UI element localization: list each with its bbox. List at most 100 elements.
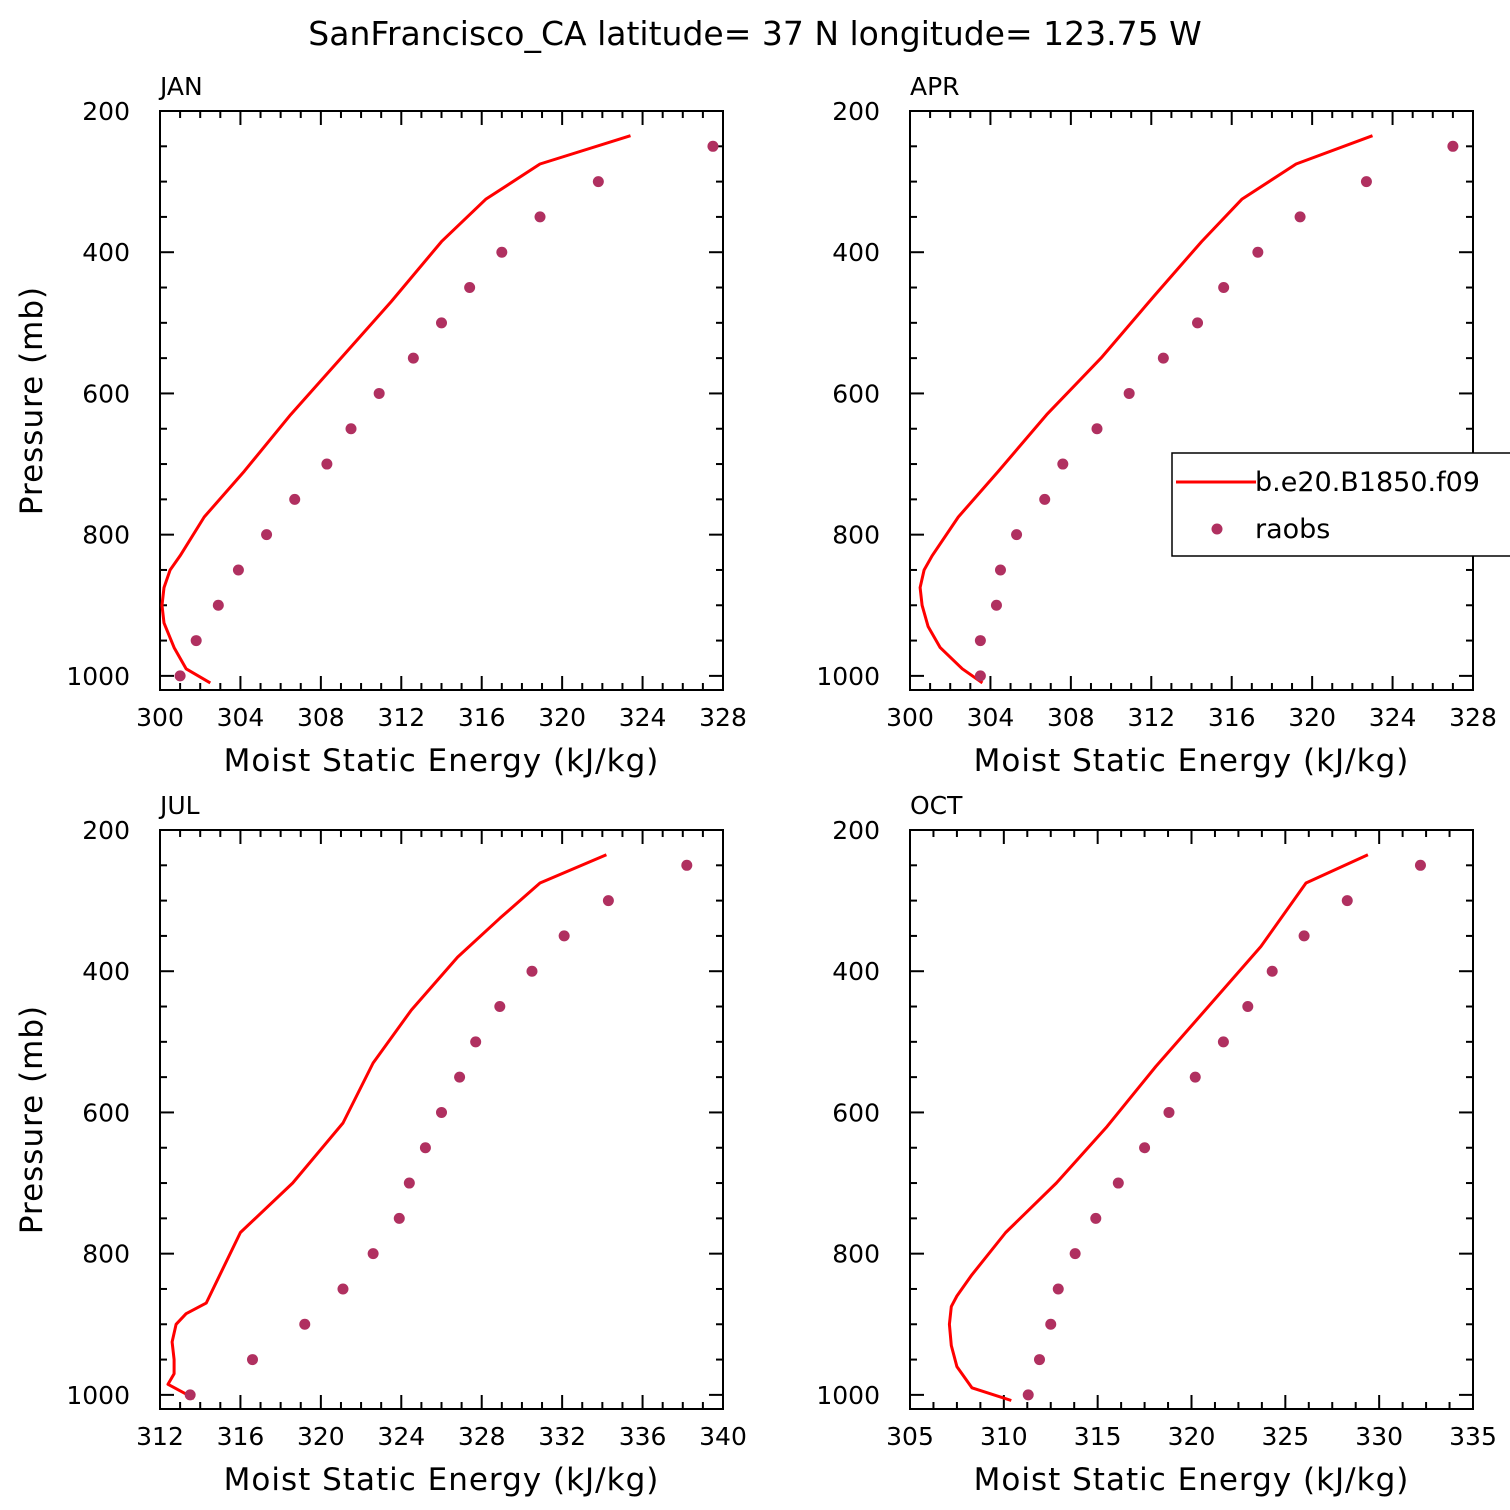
panel-oct: OCT 305 310 315 320 325 330 335 200 400 600 800 1000… (816, 791, 1496, 1498)
y-tick-label-oct: 800 (832, 1240, 880, 1269)
x-tick-label-jul: 324 (377, 1422, 425, 1451)
x-tick-label-jan: 328 (699, 703, 747, 732)
raobs-point-oct (1069, 1248, 1081, 1260)
raobs-point-jan (707, 140, 719, 152)
raobs-point-jul (494, 1001, 506, 1013)
raobs-point-jan (174, 670, 186, 682)
y-tick-label-apr: 1000 (816, 662, 880, 691)
y-tick-label-apr: 800 (832, 521, 880, 550)
x-axis-label-oct: Moist Static Energy (kJ/kg) (974, 1462, 1410, 1498)
raobs-point-oct (1139, 1142, 1151, 1154)
legend-box (1171, 452, 1510, 557)
raobs-point-jul (299, 1318, 311, 1330)
x-tick-label-apr: 320 (1288, 703, 1336, 732)
raobs-point-oct (1414, 859, 1426, 871)
y-tick-label-jan: 200 (82, 97, 130, 126)
legend: b.e20.B1850.f09 raobs (1171, 452, 1510, 557)
raobs-point-jul (184, 1389, 196, 1401)
raobs-point-apr (1192, 317, 1204, 329)
x-tick-label-apr: 308 (1047, 703, 1095, 732)
raobs-point-oct (1052, 1283, 1064, 1295)
y-tick-label-oct: 1000 (816, 1381, 880, 1410)
panel-jul: JUL 312 316 320 324 328 332 336 340 200 400 600 800 1… (14, 791, 747, 1498)
raobs-point-jan (232, 564, 244, 576)
raobs-point-jul (393, 1212, 405, 1224)
panel-label-jan: JAN (158, 72, 203, 101)
y-tick-label-jan: 1000 (66, 662, 130, 691)
raobs-point-jul (558, 930, 570, 942)
raobs-point-jan (345, 423, 357, 435)
x-tick-label-oct: 320 (1168, 1422, 1216, 1451)
x-tick-label-oct: 310 (980, 1422, 1028, 1451)
x-tick-label-jan: 316 (458, 703, 506, 732)
raobs-point-apr (1218, 282, 1230, 294)
series-line-model-oct (947, 853, 1369, 1402)
x-tick-label-jul: 328 (458, 1422, 506, 1451)
x-tick-label-jan: 304 (217, 703, 265, 732)
plot-frame-jul (159, 829, 724, 1410)
raobs-point-oct (1217, 1036, 1229, 1048)
series-line-model-apr (918, 134, 1374, 685)
plot-frame-oct (909, 829, 1474, 1410)
y-tick-label-jan: 400 (82, 238, 130, 267)
x-tick-label-oct: 325 (1261, 1422, 1309, 1451)
raobs-point-apr (1011, 529, 1023, 541)
x-tick-label-jul: 320 (297, 1422, 345, 1451)
raobs-point-oct (1090, 1212, 1102, 1224)
series-line-model-jan (160, 134, 631, 685)
raobs-point-apr (1057, 458, 1069, 470)
x-tick-label-jul: 316 (217, 1422, 265, 1451)
raobs-point-jan (496, 246, 508, 258)
raobs-point-jan (464, 282, 476, 294)
raobs-point-jul (436, 1106, 447, 1118)
y-tick-label-apr: 400 (832, 238, 880, 267)
raobs-point-jan (534, 211, 546, 223)
x-tick-label-oct: 315 (1074, 1422, 1122, 1451)
raobs-point-oct (1163, 1106, 1175, 1118)
panel-apr: APR 300 304 308 312 316 320 324 328 200 400 600 800 1… (816, 72, 1496, 779)
x-axis-label-jan: Moist Static Energy (kJ/kg) (224, 743, 660, 779)
raobs-point-apr (1294, 211, 1306, 223)
x-tick-label-jul: 340 (699, 1422, 747, 1451)
raobs-point-jan (321, 458, 333, 470)
x-tick-label-apr: 312 (1127, 703, 1175, 732)
raobs-point-jan (592, 176, 604, 188)
raobs-point-oct (1022, 1389, 1034, 1401)
y-tick-label-jul: 400 (82, 957, 130, 986)
y-tick-label-jan: 800 (82, 521, 130, 550)
raobs-point-jan (373, 387, 385, 399)
raobs-point-jul (403, 1177, 415, 1189)
x-tick-label-oct: 330 (1355, 1422, 1403, 1451)
raobs-point-apr (1039, 493, 1051, 505)
raobs-point-apr (974, 670, 986, 682)
raobs-point-jul (470, 1036, 482, 1048)
raobs-point-apr (1123, 387, 1135, 399)
x-tick-label-jul: 336 (619, 1422, 667, 1451)
x-tick-label-oct: 335 (1449, 1422, 1497, 1451)
y-tick-label-jul: 1000 (66, 1381, 130, 1410)
raobs-point-apr (990, 599, 1002, 611)
raobs-point-apr (1360, 176, 1372, 188)
x-tick-label-oct: 305 (886, 1422, 934, 1451)
x-tick-label-apr: 328 (1449, 703, 1497, 732)
series-line-model-jul (166, 853, 607, 1400)
y-tick-label-apr: 200 (832, 97, 880, 126)
legend-raobs-label: raobs (1255, 514, 1330, 545)
x-tick-label-jan: 308 (297, 703, 345, 732)
x-tick-label-apr: 324 (1369, 703, 1417, 732)
raobs-point-apr (974, 635, 986, 647)
panel-label-oct: OCT (910, 791, 963, 820)
raobs-point-apr (1447, 140, 1459, 152)
raobs-point-oct (1266, 965, 1278, 977)
x-tick-label-jul: 312 (136, 1422, 184, 1451)
raobs-point-jan (407, 352, 419, 364)
x-tick-label-apr: 304 (967, 703, 1015, 732)
x-tick-label-apr: 316 (1208, 703, 1256, 732)
y-tick-label-jul: 200 (82, 816, 130, 845)
panel-jan: JAN 300 304 308 312 316 320 324 328 200 400 600 800 1… (14, 72, 747, 779)
raobs-point-jan (436, 317, 447, 329)
raobs-point-oct (1341, 895, 1353, 907)
raobs-point-apr (1252, 246, 1264, 258)
x-tick-label-jul: 332 (538, 1422, 586, 1451)
y-tick-label-jul: 800 (82, 1240, 130, 1269)
